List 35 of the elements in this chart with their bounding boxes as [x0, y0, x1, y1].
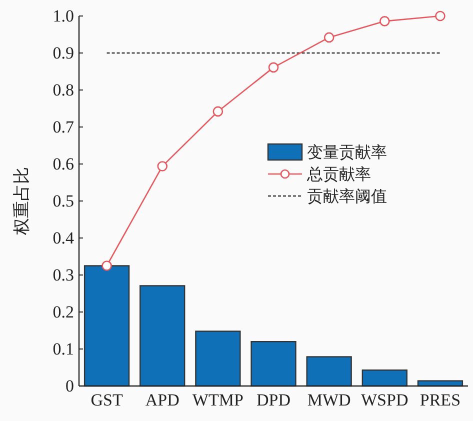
legend-label: 总贡献率: [306, 164, 371, 184]
y-tick-label: 0.5: [52, 192, 74, 210]
y-tick-label: 0.3: [52, 266, 74, 284]
x-tick-label: DPD: [256, 390, 291, 410]
bar: [362, 369, 408, 387]
y-tick-label: 0.6: [52, 154, 74, 174]
y-tick-label: 0.8: [52, 80, 74, 100]
y-tick-label: 0: [66, 376, 74, 396]
point: [157, 161, 168, 172]
y-tick-label: 0.4: [52, 228, 74, 248]
x-tick-label: WSPD: [361, 390, 408, 410]
x-tick-label: WTMP: [192, 390, 244, 410]
y-tick-label: 0.9: [52, 44, 74, 62]
legend-label: 贡献率阈值: [307, 186, 387, 206]
point: [268, 62, 279, 73]
bar: [306, 356, 352, 387]
point: [212, 106, 224, 117]
point: [435, 10, 446, 22]
y-tick-label: 0.1: [52, 340, 74, 358]
legend-label: 变量贡献率: [307, 142, 387, 162]
x-tick-label: GST: [90, 390, 124, 410]
point: [324, 32, 334, 43]
y-tick-label: 1.0: [52, 6, 74, 26]
x-tick-label: MWD: [307, 390, 351, 410]
y-tick-label: 0.2: [52, 302, 74, 322]
x-tick-label: PRES: [420, 390, 461, 410]
point: [102, 260, 112, 271]
y-tick-label: 0.7: [52, 118, 74, 136]
x-tick-label: APD: [145, 390, 180, 410]
bar: [195, 330, 241, 387]
point: [379, 16, 390, 26]
bar: [140, 285, 186, 387]
y-axis-title: 权重占比: [12, 167, 32, 236]
bar: [84, 265, 130, 387]
bar: [250, 341, 296, 387]
